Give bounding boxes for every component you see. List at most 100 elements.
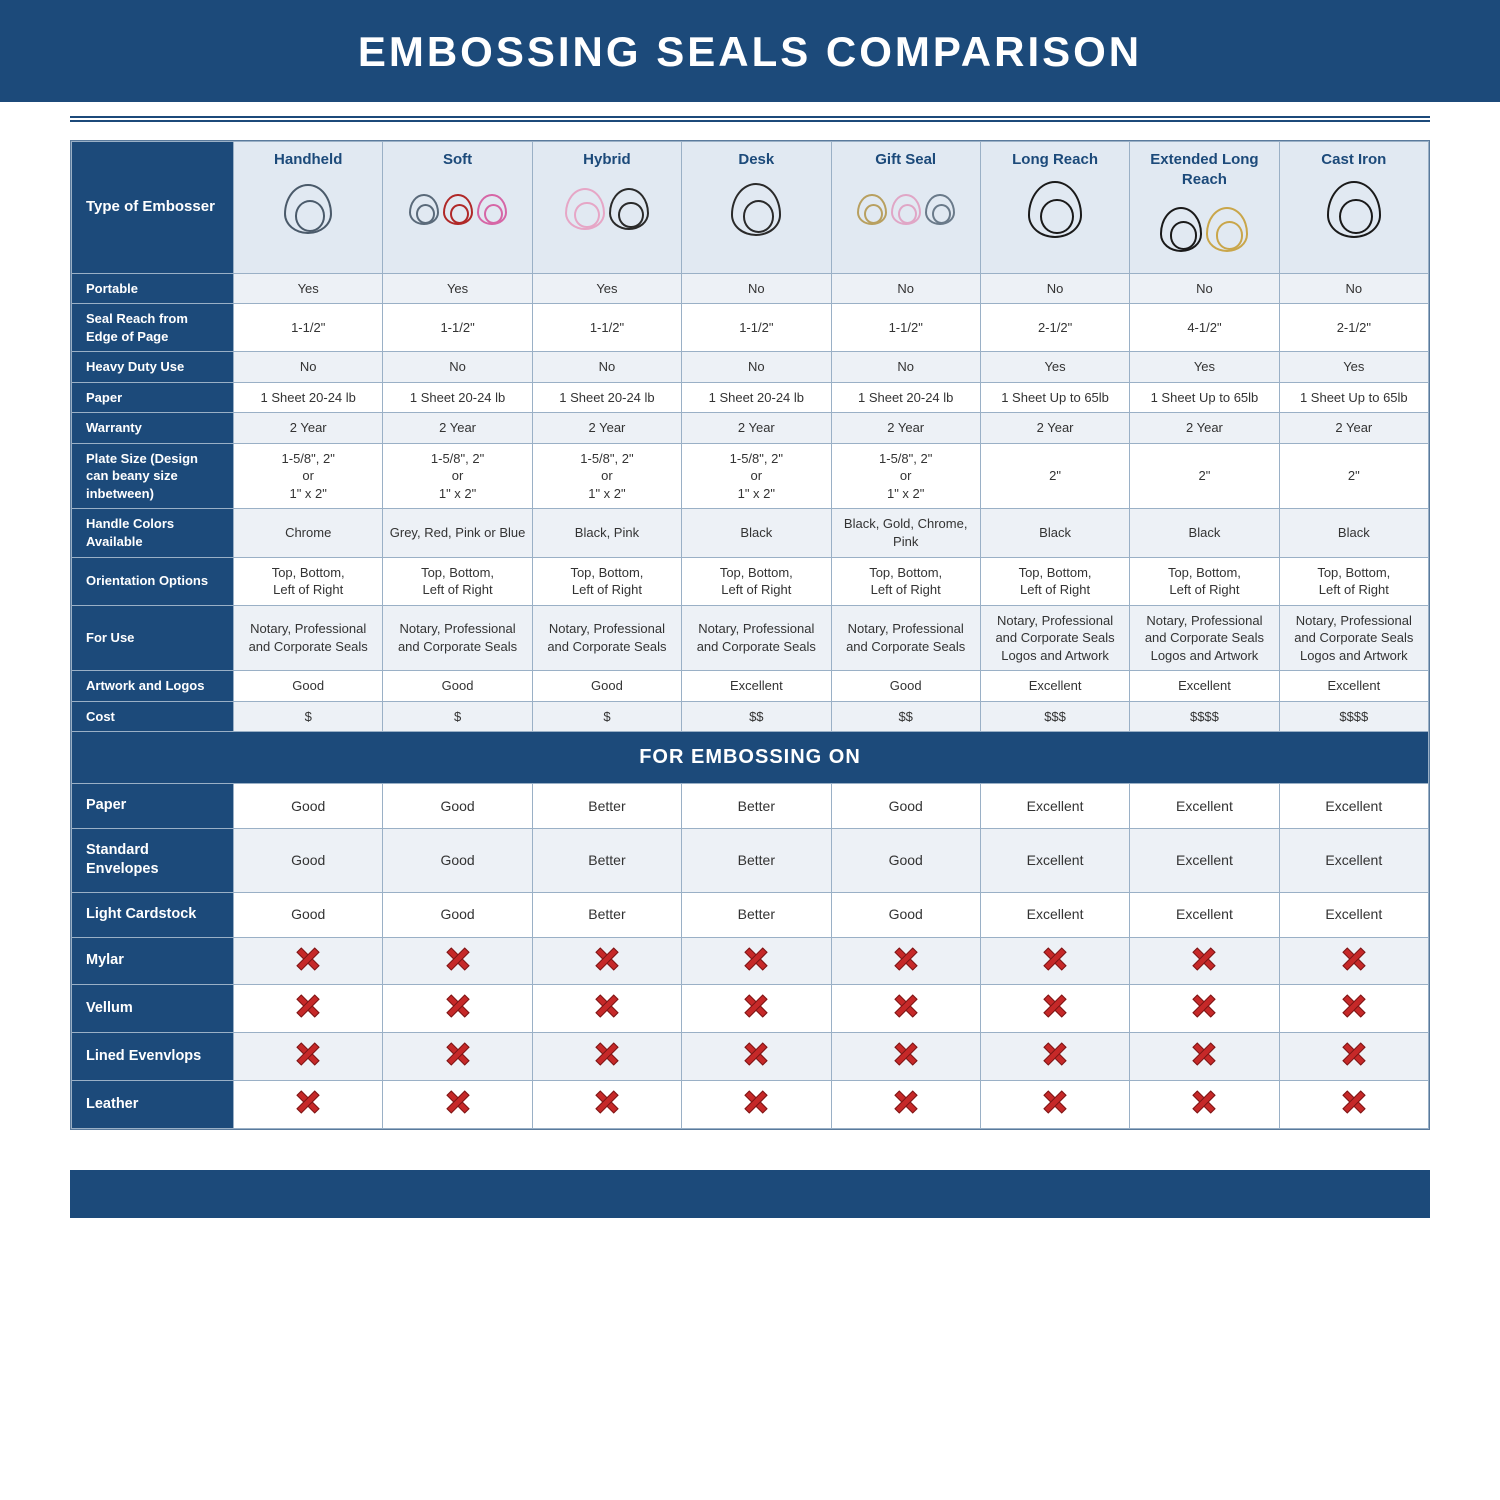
column-header: Cast Iron [1279, 142, 1428, 274]
table-cell [383, 1033, 532, 1081]
embosser-icon [537, 170, 677, 248]
table-row: PaperGoodGoodBetterBetterGoodExcellentEx… [72, 784, 1429, 829]
column-label: Gift Seal [836, 150, 976, 170]
table-cell: Notary, Professional and Corporate Seals [532, 605, 681, 671]
table-cell: 1-1/2" [682, 304, 831, 352]
table-cell: 2 Year [831, 413, 980, 444]
table-cell: No [831, 273, 980, 304]
table-cell: Notary, Professional and Corporate Seals… [980, 605, 1129, 671]
table-cell: 1-5/8", 2"or1" x 2" [831, 443, 980, 509]
x-icon [895, 948, 917, 970]
x-icon [1343, 948, 1365, 970]
table-cell: 1 Sheet 20-24 lb [383, 382, 532, 413]
table-cell: 2" [980, 443, 1129, 509]
table-row: Orientation OptionsTop, Bottom,Left of R… [72, 557, 1429, 605]
x-icon [1193, 1091, 1215, 1113]
table-row: Mylar [72, 937, 1429, 985]
x-icon [447, 995, 469, 1017]
table-cell [234, 985, 383, 1033]
table-cell: Top, Bottom,Left of Right [980, 557, 1129, 605]
table-cell: Notary, Professional and Corporate Seals… [1279, 605, 1428, 671]
column-header: Extended Long Reach [1130, 142, 1279, 274]
table-cell [1279, 985, 1428, 1033]
table-cell: Yes [1130, 352, 1279, 383]
table-cell: 2-1/2" [980, 304, 1129, 352]
table-cell [831, 937, 980, 985]
table-row: Seal Reach from Edge of Page1-1/2"1-1/2"… [72, 304, 1429, 352]
footer-bar [70, 1170, 1430, 1218]
table-cell: Notary, Professional and Corporate Seals [682, 605, 831, 671]
row-label: Plate Size (Design can beany size inbetw… [72, 443, 234, 509]
table-cell: No [532, 352, 681, 383]
table-cell [831, 1033, 980, 1081]
table-cell: Top, Bottom,Left of Right [234, 557, 383, 605]
table-cell [1279, 1081, 1428, 1129]
table-cell: 2" [1279, 443, 1428, 509]
corner-label: Type of Embosser [72, 142, 234, 274]
x-icon [596, 1043, 618, 1065]
table-cell: 4-1/2" [1130, 304, 1279, 352]
table-row: Standard EnvelopesGoodGoodBetterBetterGo… [72, 828, 1429, 892]
row-label: Heavy Duty Use [72, 352, 234, 383]
table-cell [980, 1081, 1129, 1129]
divider-top [70, 116, 1430, 122]
table-cell: 2" [1130, 443, 1279, 509]
table-body: PortableYesYesYesNoNoNoNoNoSeal Reach fr… [72, 273, 1429, 1129]
table-cell: Excellent [1130, 893, 1279, 938]
table-cell: 2 Year [1130, 413, 1279, 444]
embosser-icon [238, 170, 378, 248]
table-row: Handle Colors AvailableChromeGrey, Red, … [72, 509, 1429, 557]
table-cell: Top, Bottom,Left of Right [831, 557, 980, 605]
table-cell: Black [682, 509, 831, 557]
table-cell: Good [234, 828, 383, 892]
x-icon [596, 995, 618, 1017]
row-label: For Use [72, 605, 234, 671]
x-icon [297, 948, 319, 970]
table-cell: Top, Bottom,Left of Right [532, 557, 681, 605]
table-cell: 1-5/8", 2"or1" x 2" [383, 443, 532, 509]
table-row: Warranty2 Year2 Year2 Year2 Year2 Year2 … [72, 413, 1429, 444]
table-cell: Good [383, 828, 532, 892]
x-icon [1044, 995, 1066, 1017]
table-cell: 2 Year [980, 413, 1129, 444]
x-icon [297, 1091, 319, 1113]
table-cell: Good [383, 893, 532, 938]
table-cell: Excellent [1130, 784, 1279, 829]
embosser-icon [836, 170, 976, 248]
table-cell: Black [1279, 509, 1428, 557]
table-cell [532, 1081, 681, 1129]
table-row: Artwork and LogosGoodGoodGoodExcellentGo… [72, 671, 1429, 702]
table-cell: Yes [980, 352, 1129, 383]
table-cell: 1 Sheet 20-24 lb [532, 382, 681, 413]
table-cell: Black, Gold, Chrome, Pink [831, 509, 980, 557]
table-cell: Excellent [1279, 893, 1428, 938]
table-cell: 1 Sheet Up to 65lb [980, 382, 1129, 413]
column-header: Desk [682, 142, 831, 274]
table-cell: 1-1/2" [831, 304, 980, 352]
table-cell: Good [234, 671, 383, 702]
x-icon [745, 948, 767, 970]
table-cell: No [234, 352, 383, 383]
table-cell: $ [532, 701, 681, 732]
table-cell: Excellent [1130, 828, 1279, 892]
table-cell [682, 985, 831, 1033]
row-label: Light Cardstock [72, 893, 234, 938]
x-icon [745, 1091, 767, 1113]
row-label: Cost [72, 701, 234, 732]
x-icon [745, 1043, 767, 1065]
table-cell [234, 1033, 383, 1081]
x-icon [447, 948, 469, 970]
row-label: Paper [72, 784, 234, 829]
x-icon [895, 1043, 917, 1065]
table-cell: Good [234, 893, 383, 938]
table-cell [383, 937, 532, 985]
row-label: Warranty [72, 413, 234, 444]
column-label: Soft [387, 150, 527, 170]
x-icon [1193, 995, 1215, 1017]
table-row: PortableYesYesYesNoNoNoNoNo [72, 273, 1429, 304]
x-icon [895, 1091, 917, 1113]
table-cell: Good [234, 784, 383, 829]
x-icon [1193, 948, 1215, 970]
table-cell [1130, 985, 1279, 1033]
table-cell: 2 Year [234, 413, 383, 444]
